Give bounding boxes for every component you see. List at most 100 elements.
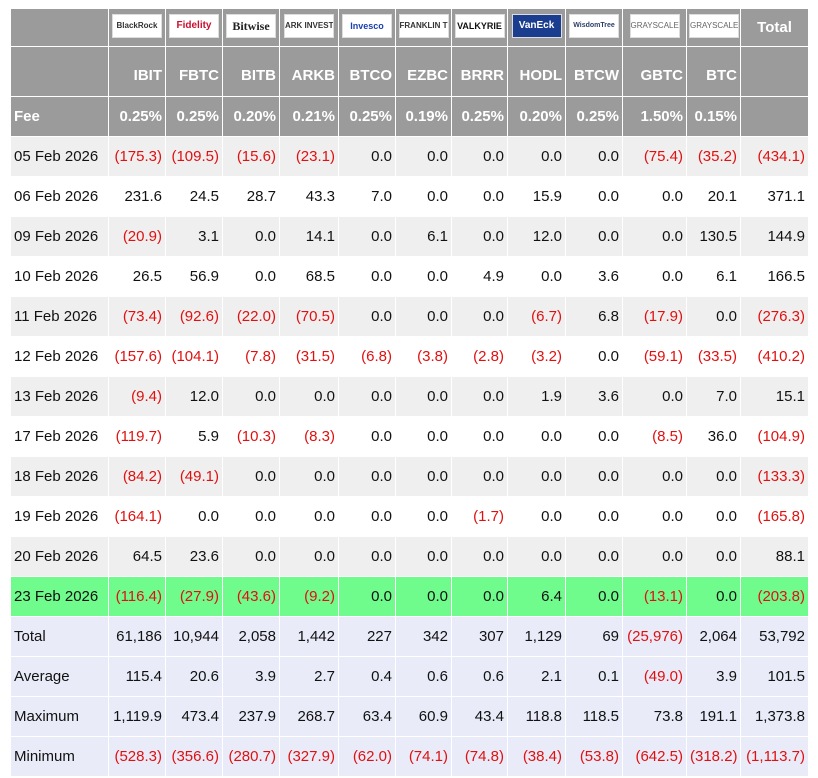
ticker: BTCO <box>338 46 396 97</box>
date-row: 13 Feb 2026 (9.4) 12.0 0.0 0.0 0.0 0.0 0.0 1.9 3.… <box>10 376 809 417</box>
issuer-logo: GRAYSCALE <box>629 13 680 38</box>
date-row: 20 Feb 2026 64.5 23.6 0.0 0.0 0.0 0.0 0.0 0.0 0.0… <box>10 536 809 577</box>
flow-value: 0.0 <box>395 416 452 457</box>
flow-value: (6.8) <box>338 336 396 377</box>
flow-value: 118.8 <box>507 696 566 737</box>
logo-cell: Fidelity <box>165 8 223 47</box>
issuer-logo: VanEck <box>511 13 562 38</box>
flow-value: 6.8 <box>565 296 623 337</box>
flow-value: (327.9) <box>279 736 339 777</box>
flow-value: 0.0 <box>451 296 508 337</box>
flow-value: 0.0 <box>338 256 396 297</box>
flow-value: 1,373.8 <box>740 696 809 737</box>
ticker-row: IBIT FBTC BITB ARKB BTCO EZBC BRRR HODL BTCW GBTC… <box>10 46 809 97</box>
flow-value: 0.0 <box>338 216 396 257</box>
flow-value: 56.9 <box>165 256 223 297</box>
flow-value: 43.3 <box>279 176 339 217</box>
flow-value: 0.0 <box>451 216 508 257</box>
flow-value: 0.0 <box>686 456 741 497</box>
flow-value: 0.0 <box>565 176 623 217</box>
flow-value: 0.0 <box>395 376 452 417</box>
etf-flow-table: BlackRock Fidelity Bitwise ARK INVEST Invesc… <box>10 8 809 777</box>
flow-value: 0.0 <box>395 576 452 617</box>
row-label: 20 Feb 2026 <box>10 536 109 577</box>
flow-value: (3.8) <box>395 336 452 377</box>
fee: 0.25% <box>451 96 508 137</box>
flow-value: 0.1 <box>565 656 623 697</box>
flow-value: 3.6 <box>565 256 623 297</box>
flow-value: 0.0 <box>165 496 223 537</box>
flow-value: 61,186 <box>108 616 166 657</box>
ticker: EZBC <box>395 46 452 97</box>
fee: 1.50% <box>622 96 687 137</box>
flow-value: (75.4) <box>622 136 687 177</box>
flow-value: 1,129 <box>507 616 566 657</box>
date-row: 05 Feb 2026 (175.3) (109.5) (15.6) (23.1) 0.0… <box>10 136 809 177</box>
flow-value: 68.5 <box>279 256 339 297</box>
flow-value: (276.3) <box>740 296 809 337</box>
flow-value: 227 <box>338 616 396 657</box>
logo-cell: FRANKLIN TEMPLETON <box>395 8 452 47</box>
issuer-logo: FRANKLIN TEMPLETON <box>398 13 449 38</box>
flow-value: 0.0 <box>622 536 687 577</box>
blank-cell <box>740 96 809 137</box>
issuer-logo: GRAYSCALE <box>689 13 739 38</box>
flow-value: 0.0 <box>565 416 623 457</box>
date-row: 23 Feb 2026 (116.4) (27.9) (43.6) (9.2) 0.0 0.… <box>10 576 809 617</box>
flow-value: 0.0 <box>622 256 687 297</box>
flow-value: 0.0 <box>686 296 741 337</box>
flow-value: 0.0 <box>279 536 339 577</box>
flow-value: (27.9) <box>165 576 223 617</box>
fee: 0.25% <box>338 96 396 137</box>
flow-value: 0.0 <box>395 176 452 217</box>
flow-value: (49.1) <box>165 456 223 497</box>
flow-value: 0.0 <box>222 456 280 497</box>
ticker: BTCW <box>565 46 623 97</box>
flow-value: 23.6 <box>165 536 223 577</box>
flow-value: (20.9) <box>108 216 166 257</box>
flow-value: 0.0 <box>338 536 396 577</box>
row-label: Total <box>10 616 109 657</box>
flow-value: 191.1 <box>686 696 741 737</box>
flow-value: 307 <box>451 616 508 657</box>
ticker: GBTC <box>622 46 687 97</box>
flow-value: (434.1) <box>740 136 809 177</box>
summary-row: Average 115.4 20.6 3.9 2.7 0.4 0.6 0.6 2.1 0.1 (49… <box>10 656 809 697</box>
flow-value: 53,792 <box>740 616 809 657</box>
row-label: 10 Feb 2026 <box>10 256 109 297</box>
row-label: 05 Feb 2026 <box>10 136 109 177</box>
flow-value: (1,113.7) <box>740 736 809 777</box>
flow-value: 2.7 <box>279 656 339 697</box>
flow-value: 0.0 <box>279 496 339 537</box>
flow-value: (15.6) <box>222 136 280 177</box>
row-label: Minimum <box>10 736 109 777</box>
date-row: 18 Feb 2026 (84.2) (49.1) 0.0 0.0 0.0 0.0 0.0 0.… <box>10 456 809 497</box>
summary-row: Maximum 1,119.9 473.4 237.9 268.7 63.4 60.9 43.… <box>10 696 809 737</box>
row-label: 13 Feb 2026 <box>10 376 109 417</box>
flow-value: 473.4 <box>165 696 223 737</box>
row-label: 17 Feb 2026 <box>10 416 109 457</box>
flow-value: (164.1) <box>108 496 166 537</box>
flow-value: 0.0 <box>565 536 623 577</box>
flow-value: 0.0 <box>338 496 396 537</box>
flow-value: (17.9) <box>622 296 687 337</box>
flow-value: 0.0 <box>622 176 687 217</box>
blank-cell <box>740 46 809 97</box>
flow-value: 2.1 <box>507 656 566 697</box>
row-label: 06 Feb 2026 <box>10 176 109 217</box>
flow-value: (109.5) <box>165 136 223 177</box>
flow-value: 0.0 <box>507 416 566 457</box>
flow-value: (2.8) <box>451 336 508 377</box>
flow-value: 0.0 <box>565 496 623 537</box>
flow-value: 0.0 <box>451 376 508 417</box>
flow-value: (22.0) <box>222 296 280 337</box>
flow-value: (9.2) <box>279 576 339 617</box>
flow-value: 3.9 <box>686 656 741 697</box>
flow-value: 0.0 <box>451 136 508 177</box>
flow-value: 0.0 <box>395 536 452 577</box>
flow-value: 10,944 <box>165 616 223 657</box>
flow-value: (1.7) <box>451 496 508 537</box>
flow-value: 3.9 <box>222 656 280 697</box>
ticker: HODL <box>507 46 566 97</box>
flow-value: 0.0 <box>507 256 566 297</box>
